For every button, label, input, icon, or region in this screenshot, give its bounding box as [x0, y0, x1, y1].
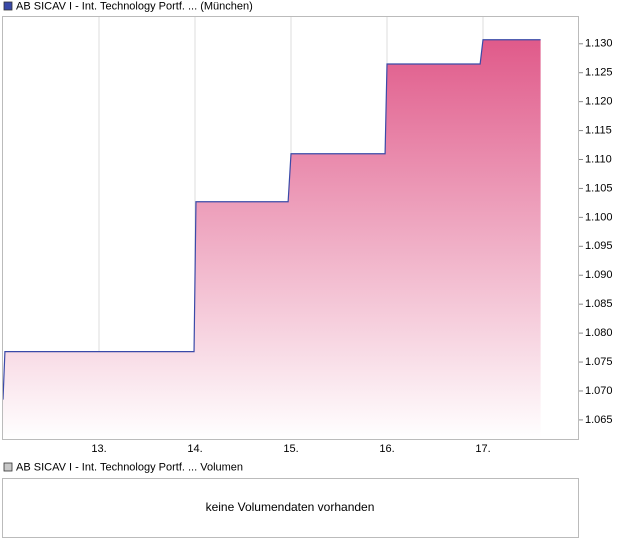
y-tick-label: 1.075 — [585, 356, 613, 368]
y-tick-label: 1.120 — [585, 96, 613, 108]
volume-title: AB SICAV I - Int. Technology Portf. ... … — [16, 461, 243, 473]
x-tick-label: 13. — [91, 443, 106, 455]
x-tick-label: 14. — [187, 443, 202, 455]
y-tick-label: 1.130 — [585, 38, 613, 50]
x-tick-label: 17. — [475, 443, 490, 455]
legend-label: AB SICAV I - Int. Technology Portf. ... … — [16, 0, 253, 12]
y-tick-label: 1.115 — [585, 124, 612, 136]
y-tick-label: 1.095 — [585, 240, 613, 252]
y-tick-label: 1.090 — [585, 269, 613, 281]
plot-frame — [2, 16, 579, 440]
volume-frame — [2, 478, 579, 538]
y-tick-label: 1.065 — [585, 414, 613, 426]
y-tick-label: 1.080 — [585, 327, 613, 339]
x-tick-label: 15. — [283, 443, 298, 455]
y-tick-label: 1.085 — [585, 298, 613, 310]
volume-message: keine Volumendaten vorhanden — [206, 500, 375, 514]
line — [2, 39, 541, 400]
y-tick-label: 1.105 — [585, 182, 613, 194]
y-tick-label: 1.100 — [585, 211, 613, 223]
legend-swatch — [3, 1, 13, 11]
y-tick-label: 1.125 — [585, 67, 613, 79]
y-tick-label: 1.070 — [585, 385, 613, 397]
y-tick-label: 1.110 — [585, 153, 612, 165]
x-tick-label: 16. — [379, 443, 394, 455]
volume-legend-swatch — [3, 462, 13, 472]
area — [3, 39, 541, 439]
